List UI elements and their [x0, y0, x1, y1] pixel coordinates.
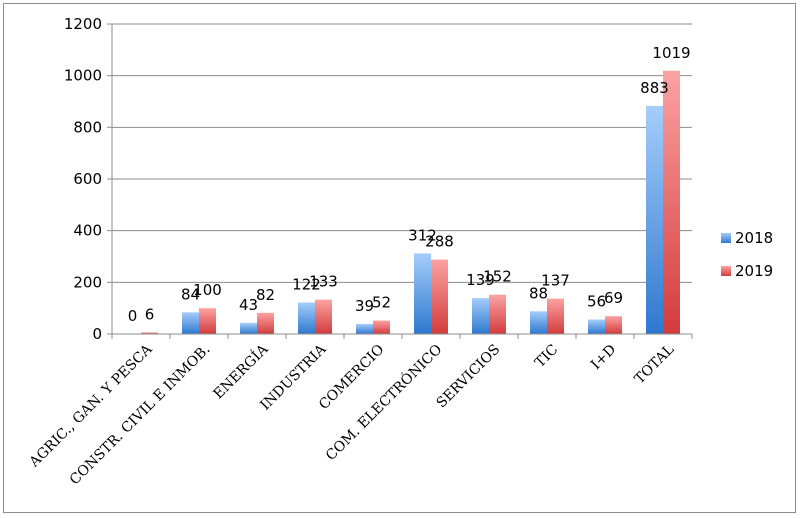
bar-2019-9 — [663, 70, 680, 334]
bar-2018-4 — [356, 323, 373, 334]
data-label-2018-7: 88 — [529, 284, 548, 302]
bar-2019-6 — [489, 294, 506, 334]
data-label-2018-4: 39 — [355, 297, 374, 315]
bar-2019-4 — [373, 320, 390, 334]
bar-2018-5 — [414, 253, 431, 334]
bar-2019-8 — [605, 316, 622, 334]
legend-label-2019: 2019 — [735, 262, 773, 280]
category-label: ENERGÍA — [209, 339, 272, 402]
y-tick-label: 600 — [73, 170, 102, 188]
data-label-2018-8: 56 — [587, 293, 606, 311]
data-label-2019-4: 52 — [372, 294, 391, 312]
data-label-2019-0: 6 — [145, 305, 155, 323]
data-label-2018-3: 122 — [292, 275, 321, 293]
bar-2018-7 — [530, 311, 547, 334]
category-label: COM. ELECTRÓNICO — [322, 340, 446, 464]
y-tick-label: 1000 — [64, 67, 102, 85]
chart-frame: 0 200 400 600 800 1000 1200 0 84 43 122 39 312 139 88 5… — [3, 3, 796, 513]
bar-2019-5 — [431, 259, 448, 334]
data-label-2018-9: 883 — [640, 79, 669, 97]
y-tick-label: 800 — [73, 118, 102, 136]
data-label-2018-1: 84 — [181, 285, 200, 303]
data-label-2019-6: 152 — [483, 268, 512, 286]
legend-label-2018: 2018 — [735, 229, 773, 247]
data-label-2019-5: 288 — [425, 233, 454, 251]
bar-2018-2 — [240, 322, 257, 334]
data-label-2019-2: 82 — [256, 286, 275, 304]
data-label-2019-1: 100 — [193, 281, 222, 299]
data-label-2018-0: 0 — [128, 307, 138, 325]
data-label-2018-6: 139 — [466, 271, 495, 289]
y-tick-label: 1200 — [64, 15, 102, 33]
y-tick-label: 0 — [92, 325, 102, 343]
category-label: TIC — [532, 342, 561, 371]
data-label-2019-3: 133 — [309, 273, 338, 291]
y-tick-label: 200 — [73, 273, 102, 291]
bar-2018-8 — [588, 319, 605, 334]
bar-chart: 0 200 400 600 800 1000 1200 0 84 43 122 39 312 139 88 5… — [26, 15, 773, 488]
bar-2019-7 — [547, 298, 564, 334]
bar-2019-2 — [257, 312, 274, 334]
data-label-2018-5: 312 — [408, 226, 437, 244]
bar-2019-1 — [199, 308, 216, 334]
y-tick-label: 400 — [73, 222, 102, 240]
bar-2018-1 — [182, 312, 199, 334]
data-label-2019-9: 1019 — [652, 44, 690, 62]
legend-swatch-2019 — [721, 266, 731, 276]
data-label-2019-7: 137 — [541, 272, 570, 290]
bar-2019-3 — [315, 299, 332, 334]
bar-2018-3 — [298, 302, 315, 334]
bar-2019-0 — [141, 332, 158, 334]
legend-swatch-2018 — [721, 233, 731, 243]
bar-2018-9 — [646, 105, 663, 335]
data-label-2018-2: 43 — [239, 296, 258, 314]
bar-2018-6 — [472, 298, 489, 334]
category-label: I+D — [588, 342, 619, 373]
data-label-2019-8: 69 — [604, 289, 623, 307]
category-label: TOTAL — [632, 342, 678, 388]
